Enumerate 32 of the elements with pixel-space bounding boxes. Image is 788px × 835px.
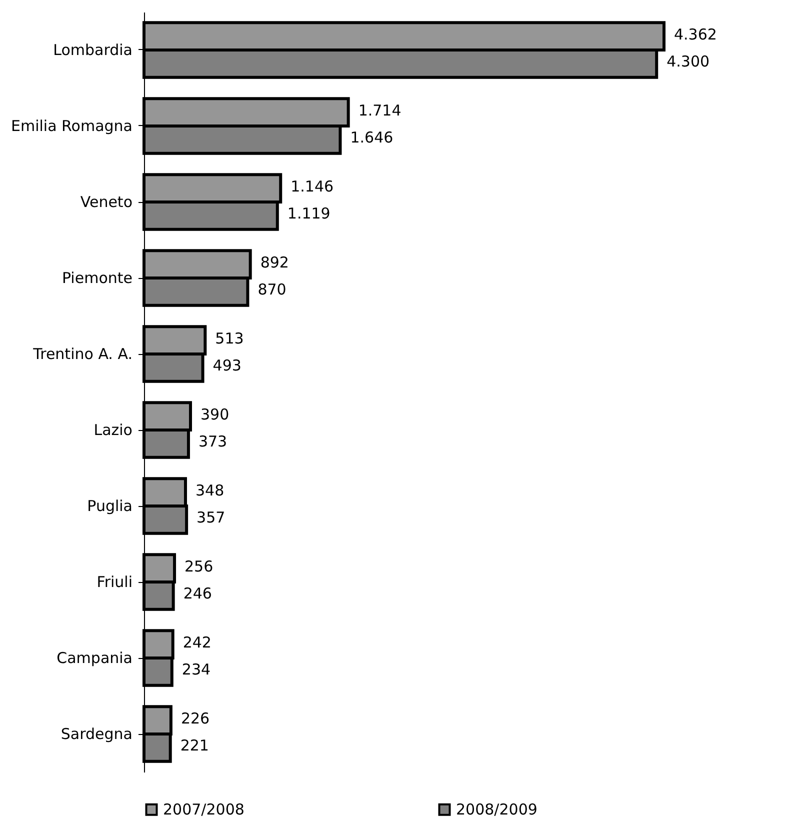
data-label: 870 <box>258 280 286 299</box>
data-label: 242 <box>182 633 212 652</box>
data-label: 357 <box>196 508 226 527</box>
data-label: 1.646 <box>350 128 394 147</box>
data-label: 1.714 <box>358 101 402 120</box>
data-label: 373 <box>198 432 228 451</box>
legend-label: 2007/2008 <box>163 800 244 819</box>
y-tick-label: Campania <box>56 649 132 667</box>
data-label: 4.362 <box>674 25 717 44</box>
data-label: 1.119 <box>287 204 330 223</box>
data-label: 1.146 <box>290 177 334 196</box>
y-tick-label: Puglia <box>87 497 132 515</box>
data-label: 892 <box>260 253 289 272</box>
y-tick-label: Friuli <box>96 573 132 591</box>
y-tick-label: Sardegna <box>60 725 132 743</box>
data-label: 246 <box>183 584 212 603</box>
data-label: 493 <box>212 356 242 375</box>
data-label: 256 <box>184 557 214 576</box>
data-label: 513 <box>215 329 244 348</box>
y-tick-label: Emilia Romagna <box>10 117 132 135</box>
legend-label: 2008/2009 <box>456 800 538 819</box>
data-label: 226 <box>180 709 210 728</box>
y-tick-label: Piemonte <box>62 269 132 287</box>
y-tick-label: Lombardia <box>53 41 132 59</box>
data-label: 234 <box>182 660 211 679</box>
data-label: 390 <box>200 405 230 424</box>
y-tick-label: Lazio <box>94 421 132 439</box>
y-tick-label: Veneto <box>80 193 132 211</box>
data-label: 348 <box>195 481 224 500</box>
data-label: 4.300 <box>666 52 710 71</box>
y-tick-label: Trentino A. A. <box>32 345 132 363</box>
data-label: 221 <box>180 736 209 755</box>
